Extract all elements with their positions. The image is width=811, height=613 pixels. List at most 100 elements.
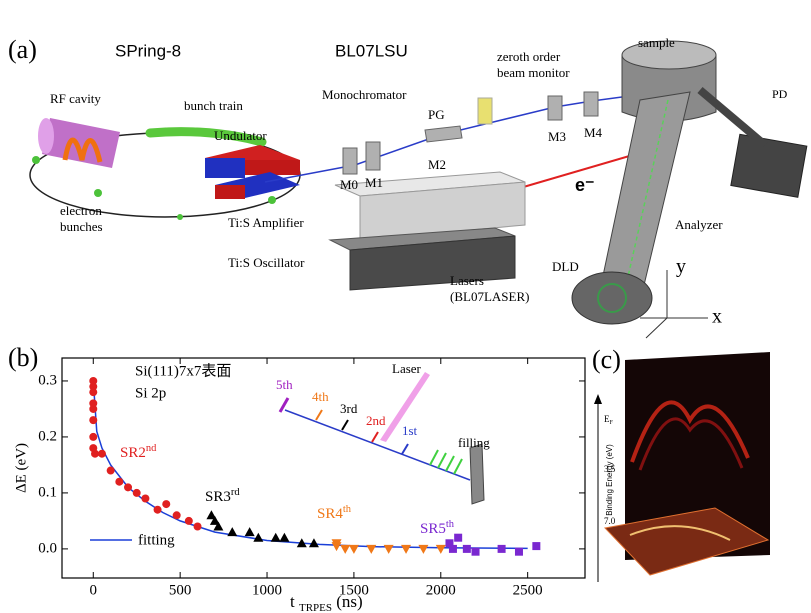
point — [332, 542, 342, 551]
x-tick-label: 500 — [169, 582, 192, 598]
point — [141, 495, 149, 503]
chamber — [572, 41, 807, 324]
y-tick-label: 0.2 — [38, 428, 57, 444]
pd-label: PD — [772, 87, 788, 101]
x-axis-label: t TRPES (ns) — [290, 592, 363, 613]
point — [124, 483, 132, 491]
x-tick-label: 0 — [90, 582, 98, 598]
point — [253, 533, 263, 542]
point — [89, 388, 97, 396]
inset-label: 3rd — [340, 401, 358, 416]
panel-label: (c) — [592, 345, 621, 374]
rf-cavity — [38, 118, 120, 168]
point — [154, 506, 162, 514]
lasers-label: (BL07LASER) — [450, 289, 529, 304]
sample-label: sample — [638, 35, 675, 50]
point — [366, 545, 376, 554]
mirror-label: M1 — [365, 175, 383, 190]
monitor-label: zeroth order — [497, 49, 561, 64]
annotation: Si(111)7x7表面 — [135, 362, 231, 379]
point — [418, 545, 428, 554]
series-label: SR3rd — [205, 487, 240, 505]
panel-label: (a) — [8, 35, 37, 64]
amplifier-label: Ti:S Amplifier — [228, 215, 304, 230]
point — [89, 433, 97, 441]
x-axis-label-part: TRPES — [299, 602, 332, 613]
series-label: SR4th — [317, 504, 352, 522]
y-tick-label: 0.3 — [38, 372, 57, 388]
point — [384, 545, 394, 554]
x-axis-label-part: t — [290, 592, 295, 611]
inset-diagram — [280, 372, 484, 504]
point — [162, 500, 170, 508]
x-tick-label: 2000 — [426, 582, 456, 598]
point — [89, 416, 97, 424]
y-axis-label: ΔE (eV) — [13, 443, 29, 493]
beam-monitor — [478, 98, 492, 124]
annotation: Si 2p — [135, 385, 166, 401]
point — [185, 517, 193, 525]
x-tick-label: 1000 — [252, 582, 282, 598]
point — [515, 548, 523, 556]
electron-label: e⁻ — [575, 175, 595, 195]
point — [89, 405, 97, 413]
mirror-label: M4 — [584, 125, 603, 140]
series-label: SR2nd — [120, 443, 157, 461]
x-tick-label: 2500 — [513, 582, 543, 598]
point — [115, 478, 123, 486]
point — [340, 545, 350, 554]
point — [279, 533, 289, 542]
mono-label: Monochromator — [322, 87, 407, 102]
point — [133, 489, 141, 497]
pg-label: PG — [428, 107, 445, 122]
energy-axis-label: Binding Energy (eV) — [605, 444, 614, 516]
rf-label: RF cavity — [50, 91, 101, 106]
mirror-label: M3 — [548, 129, 566, 144]
point — [401, 545, 411, 554]
monitor-label: beam monitor — [497, 65, 570, 80]
ef-sub: F — [610, 420, 614, 426]
axis-x-label: x — [712, 306, 722, 328]
inset-label: 2nd — [366, 413, 386, 428]
panel-a — [30, 41, 807, 338]
point — [98, 450, 106, 458]
fit-line — [93, 381, 527, 548]
panel-label: (b) — [8, 343, 38, 372]
x-axis-label-part: (ns) — [336, 592, 362, 611]
series-label: SR5th — [420, 519, 455, 537]
beamline: BL07LSU — [335, 41, 408, 60]
mirror-label: M2 — [428, 157, 446, 172]
y-tick-label: 0.1 — [38, 484, 57, 500]
point — [463, 545, 471, 553]
energy-tick-label: 7.0 — [604, 516, 616, 526]
panel-c — [594, 352, 770, 582]
mirror-label: M0 — [340, 177, 358, 192]
inset-label: 1st — [402, 423, 418, 438]
ef-label: EF — [604, 414, 614, 426]
point — [436, 545, 446, 554]
point — [245, 527, 255, 536]
point — [349, 545, 359, 554]
point — [194, 522, 202, 530]
laser-boxes — [330, 172, 525, 290]
point — [271, 533, 281, 542]
inset-label: 5th — [276, 377, 293, 392]
y-tick-label: 0.0 — [38, 540, 57, 556]
inset-label: filling — [458, 435, 490, 450]
inset-label: 4th — [312, 389, 329, 404]
axis-y-label: y — [676, 256, 686, 278]
bunches-label: bunches — [60, 219, 103, 234]
point — [449, 545, 457, 553]
figure: (a) SPring-8 BL07LSU zeroth orderbeam monit… — [0, 0, 811, 613]
bunches-label: electron — [60, 203, 102, 218]
bunch-train-label: bunch train — [184, 98, 243, 113]
point — [532, 542, 540, 550]
point — [498, 545, 506, 553]
point — [173, 511, 181, 519]
oscillator-label: Ti:S Oscillator — [228, 255, 305, 270]
inset-label: Laser — [392, 361, 422, 376]
analyzer-label: Analyzer — [675, 217, 723, 232]
lasers-label: Lasers — [450, 273, 484, 288]
facility: SPring-8 — [115, 41, 181, 60]
point — [91, 450, 99, 458]
